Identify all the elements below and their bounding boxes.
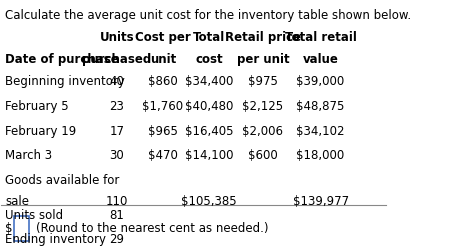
Text: $39,000: $39,000: [296, 75, 345, 88]
Text: 23: 23: [109, 100, 124, 113]
Text: $14,100: $14,100: [185, 149, 233, 162]
Text: February 5: February 5: [5, 100, 69, 113]
Text: $48,875: $48,875: [296, 100, 345, 113]
Text: Ending inventory: Ending inventory: [5, 232, 106, 245]
Text: $470: $470: [148, 149, 178, 162]
Text: March 3: March 3: [5, 149, 53, 162]
Text: 81: 81: [109, 208, 124, 221]
Text: $1,760: $1,760: [142, 100, 184, 113]
Text: value: value: [303, 53, 339, 66]
Text: sale: sale: [5, 194, 29, 207]
Text: $2,125: $2,125: [242, 100, 283, 113]
Text: Units sold: Units sold: [5, 208, 63, 221]
Text: Retail price: Retail price: [225, 31, 301, 44]
Text: per unit: per unit: [237, 53, 289, 66]
Text: Units: Units: [100, 31, 134, 44]
Text: $975: $975: [248, 75, 278, 88]
Text: Cost per: Cost per: [135, 31, 191, 44]
Text: unit: unit: [150, 53, 176, 66]
Text: 110: 110: [106, 194, 128, 207]
Text: Total: Total: [193, 31, 225, 44]
Text: $: $: [5, 221, 13, 234]
Text: $105,385: $105,385: [181, 194, 237, 207]
Text: 40: 40: [109, 75, 124, 88]
Text: $965: $965: [148, 124, 178, 137]
Text: Beginning inventory: Beginning inventory: [5, 75, 125, 88]
Text: $139,977: $139,977: [293, 194, 349, 207]
Text: (Round to the nearest cent as needed.): (Round to the nearest cent as needed.): [36, 221, 269, 234]
Text: 30: 30: [110, 149, 124, 162]
Text: $40,480: $40,480: [185, 100, 233, 113]
FancyBboxPatch shape: [14, 216, 30, 241]
Text: $2,006: $2,006: [242, 124, 283, 137]
Text: 17: 17: [109, 124, 124, 137]
Text: $34,102: $34,102: [296, 124, 345, 137]
Text: $18,000: $18,000: [296, 149, 345, 162]
Text: $860: $860: [148, 75, 178, 88]
Text: $600: $600: [248, 149, 278, 162]
Text: Total retail: Total retail: [285, 31, 357, 44]
Text: $34,400: $34,400: [185, 75, 233, 88]
Text: purchased: purchased: [82, 53, 151, 66]
Text: 29: 29: [109, 232, 124, 245]
Text: $16,405: $16,405: [185, 124, 233, 137]
Text: Goods available for: Goods available for: [5, 174, 119, 186]
Text: cost: cost: [195, 53, 223, 66]
Text: Calculate the average unit cost for the inventory table shown below.: Calculate the average unit cost for the …: [5, 9, 411, 22]
Text: February 19: February 19: [5, 124, 76, 137]
Text: Date of purchase: Date of purchase: [5, 53, 119, 66]
